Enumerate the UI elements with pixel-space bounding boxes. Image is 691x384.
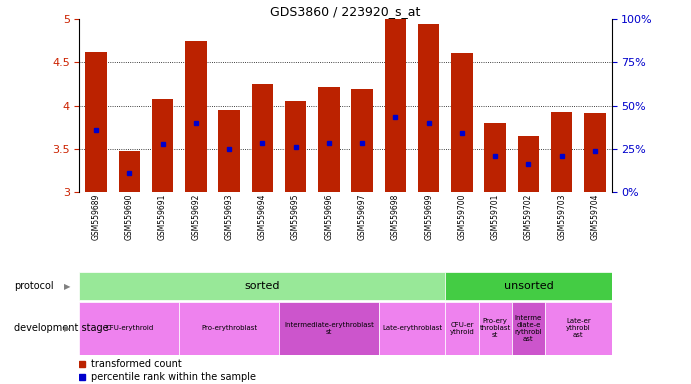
Text: GSM559690: GSM559690 (125, 194, 134, 240)
Bar (351, 89, 373, 192)
Bar (79, 302, 179, 355)
Bar (119, 151, 140, 192)
Text: Late-er
ythrobl
ast: Late-er ythrobl ast (566, 318, 591, 338)
Text: GSM559695: GSM559695 (291, 194, 300, 240)
Bar (518, 136, 539, 192)
Bar (318, 88, 340, 192)
Bar (285, 101, 306, 192)
Bar (512, 302, 545, 355)
Bar (445, 272, 612, 300)
Bar (79, 272, 445, 300)
Bar (478, 302, 512, 355)
Text: GSM559704: GSM559704 (590, 194, 599, 240)
Text: GSM559689: GSM559689 (92, 194, 101, 240)
Text: GSM559700: GSM559700 (457, 194, 466, 240)
Text: GSM559691: GSM559691 (158, 194, 167, 240)
Text: GSM559697: GSM559697 (358, 194, 367, 240)
Bar (551, 112, 572, 192)
Bar (584, 113, 606, 192)
Bar (279, 302, 379, 355)
Bar (545, 302, 612, 355)
Text: development stage: development stage (14, 323, 108, 333)
Text: sorted: sorted (245, 281, 280, 291)
Bar (418, 23, 439, 192)
Text: Interme
diate-e
rythrobl
ast: Interme diate-e rythrobl ast (515, 315, 542, 342)
Text: Pro-erythroblast: Pro-erythroblast (201, 325, 257, 331)
Text: GSM559698: GSM559698 (391, 194, 400, 240)
Text: ▶: ▶ (64, 281, 70, 291)
Text: CFU-erythroid: CFU-erythroid (105, 325, 153, 331)
Text: Late-erythroblast: Late-erythroblast (382, 325, 442, 331)
Text: GSM559693: GSM559693 (225, 194, 234, 240)
Bar (185, 41, 207, 192)
Text: GSM559703: GSM559703 (557, 194, 566, 240)
Bar (451, 53, 473, 192)
Text: transformed count: transformed count (91, 359, 182, 369)
Bar (379, 302, 445, 355)
Text: percentile rank within the sample: percentile rank within the sample (91, 372, 256, 382)
Title: GDS3860 / 223920_s_at: GDS3860 / 223920_s_at (270, 5, 421, 18)
Text: GSM559692: GSM559692 (191, 194, 200, 240)
Bar (85, 52, 107, 192)
Bar (484, 123, 506, 192)
Bar (218, 110, 240, 192)
Bar (152, 99, 173, 192)
Text: Intermediate-erythroblast
st: Intermediate-erythroblast st (284, 322, 374, 335)
Text: CFU-er
ythroid: CFU-er ythroid (450, 322, 474, 335)
Text: unsorted: unsorted (504, 281, 553, 291)
Bar (385, 19, 406, 192)
Text: Pro-ery
throblast
st: Pro-ery throblast st (480, 318, 511, 338)
Bar (445, 302, 478, 355)
Text: GSM559699: GSM559699 (424, 194, 433, 240)
Text: GSM559694: GSM559694 (258, 194, 267, 240)
Text: protocol: protocol (14, 281, 53, 291)
Text: GSM559702: GSM559702 (524, 194, 533, 240)
Text: GSM559701: GSM559701 (491, 194, 500, 240)
Text: ▶: ▶ (64, 324, 70, 333)
Bar (179, 302, 279, 355)
Bar (252, 84, 273, 192)
Text: GSM559696: GSM559696 (324, 194, 333, 240)
